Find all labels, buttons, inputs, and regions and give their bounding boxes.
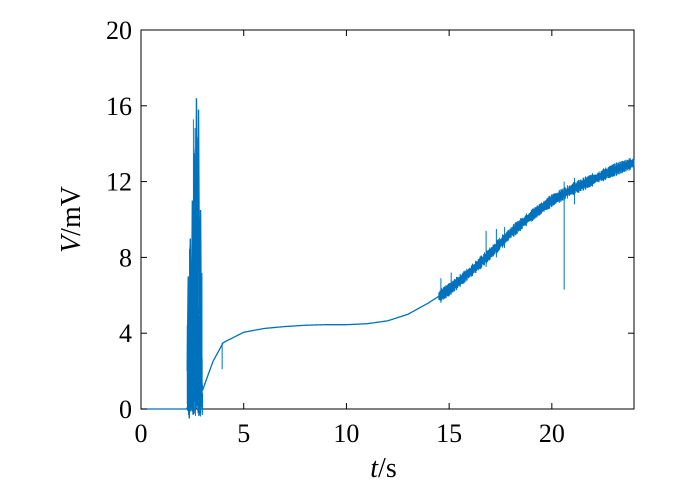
ticks-layer: 0 5 10 15 20 0 4 8 12 16 20 xyxy=(106,16,634,448)
y-tick-label: 0 xyxy=(119,395,132,424)
x-tick-label: 10 xyxy=(333,419,359,448)
x-axis-var: t xyxy=(370,453,379,484)
series-noise-band xyxy=(438,157,635,301)
y-tick-label: 16 xyxy=(106,92,132,121)
x-axis-unit: /s xyxy=(378,453,397,484)
plot-box xyxy=(140,29,635,410)
y-tick-label: 4 xyxy=(119,319,132,348)
y-tick-label: 20 xyxy=(106,16,132,45)
plot-frame xyxy=(140,29,635,410)
x-tick-label: 0 xyxy=(135,419,148,448)
series-burst-oscillation xyxy=(186,119,204,417)
labels-layer: t/s V/mV xyxy=(56,186,397,484)
y-axis-var: V xyxy=(56,233,87,253)
series-layer xyxy=(141,98,635,419)
y-tick-label: 12 xyxy=(106,168,132,197)
x-axis-label: t/s xyxy=(370,453,396,484)
y-axis-unit: /mV xyxy=(56,186,87,236)
x-tick-label: 20 xyxy=(539,419,565,448)
y-tick-label: 8 xyxy=(119,243,132,272)
x-tick-label: 15 xyxy=(436,419,462,448)
y-axis-label: V/mV xyxy=(56,186,87,253)
x-tick-label: 5 xyxy=(237,419,250,448)
